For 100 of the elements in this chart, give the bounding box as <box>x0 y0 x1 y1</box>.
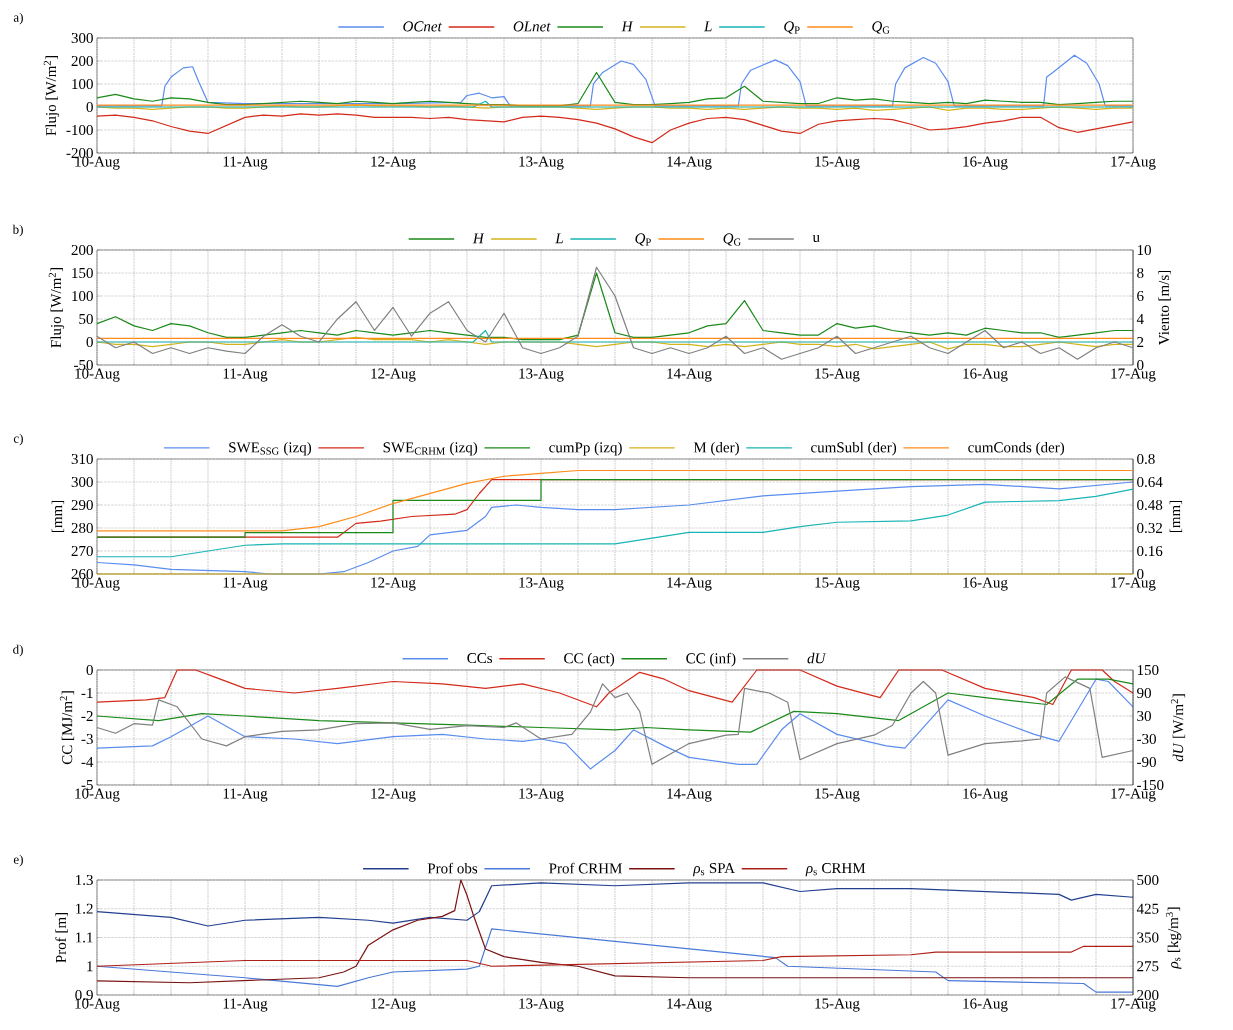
legend-label: M (der) <box>693 441 739 456</box>
y-tick-label: -100 <box>66 124 93 136</box>
legend-label: cumConds (der) <box>968 441 1065 456</box>
x-tick-label: 16-Aug <box>963 998 1008 1012</box>
x-tick-label: 15-Aug <box>815 156 860 170</box>
chart-title: c) <box>13 433 23 446</box>
x-tick-label: 14-Aug <box>667 788 712 802</box>
y-tick-label: -50 <box>74 359 93 371</box>
y-tick-label: 100 <box>72 78 93 90</box>
y2-axis-title: ρ$_{s}$ [kg/m$^{3}$] <box>1165 907 1182 969</box>
y-axis-title: Prof [m] <box>55 913 68 963</box>
y2-axis-title: [mm] <box>1169 500 1183 533</box>
x-tick-label: 10-Aug <box>75 156 120 170</box>
x-tick-label: 17-Aug <box>1111 156 1156 170</box>
legend-label: ρ$_{s}$ SPA <box>692 863 735 877</box>
y2-tick-label: 30 <box>1137 710 1151 722</box>
y-tick-label: 200 <box>71 244 93 256</box>
x-tick-label: 10-Aug <box>75 368 120 382</box>
x-tick-label: 14-Aug <box>667 156 712 170</box>
legend-label: Prof obs <box>427 862 478 874</box>
legend-label: Q$_{P}$ <box>635 233 651 246</box>
y2-tick-label: 10 <box>1137 244 1151 256</box>
y2-tick-label: -30 <box>1137 733 1156 745</box>
y2-tick-label: 4 <box>1136 314 1144 324</box>
x-tick-label: 14-Aug <box>667 998 712 1012</box>
x-tick-label: 16-Aug <box>963 156 1008 170</box>
x-tick-label: 11-Aug <box>223 156 268 170</box>
y-axis-title: [mm] <box>51 500 65 533</box>
x-tick-label: 16-Aug <box>963 788 1008 802</box>
y2-tick-label: 0.32 <box>1137 522 1162 534</box>
y-tick-label: 100 <box>72 290 93 302</box>
x-tick-label: 11-Aug <box>223 577 268 591</box>
y2-tick-label: 0.16 <box>1137 545 1163 557</box>
y-tick-label: 150 <box>72 267 93 279</box>
x-tick-label: 12-Aug <box>371 577 416 591</box>
y2-tick-label: 0.8 <box>1137 453 1155 465</box>
y2-tick-label: 0.64 <box>1137 476 1163 488</box>
x-tick-label: 16-Aug <box>963 577 1008 591</box>
y-tick-label: 310 <box>71 453 93 465</box>
y2-tick-label: 150 <box>1137 664 1159 676</box>
y2-tick-label: 200 <box>1137 989 1159 1001</box>
y-tick-label: -4 <box>81 757 94 767</box>
x-tick-label: 15-Aug <box>815 577 860 591</box>
x-tick-label: 15-Aug <box>815 998 860 1012</box>
x-tick-label: 12-Aug <box>371 156 416 170</box>
y-tick-label: -5 <box>81 780 93 790</box>
y-tick-label: 200 <box>71 55 93 67</box>
x-tick-label: 13-Aug <box>519 368 564 382</box>
y2-axis-title: dU [W/m$^{2}$] <box>1170 694 1186 762</box>
x-tick-label: 17-Aug <box>1111 368 1156 382</box>
x-tick-label: 13-Aug <box>519 788 564 802</box>
y-tick-label: 0.9 <box>75 989 93 1001</box>
y2-tick-label: 8 <box>1137 267 1144 279</box>
chart-title: a) <box>13 12 23 25</box>
y-tick-label: -200 <box>66 147 93 159</box>
legend-label: Q$_{P}$ <box>784 21 800 34</box>
x-tick-label: 11-Aug <box>223 788 268 802</box>
legend-label: dU <box>807 652 827 664</box>
y-tick-label: 0 <box>86 664 93 676</box>
y-tick-label: 1 <box>87 961 93 972</box>
x-tick-label: 15-Aug <box>815 788 860 802</box>
y2-tick-label: 350 <box>1137 932 1159 943</box>
x-tick-label: 16-Aug <box>963 368 1008 382</box>
x-tick-label: 17-Aug <box>1111 788 1156 802</box>
y-tick-label: 0 <box>86 336 93 348</box>
y-tick-label: 280 <box>71 522 93 534</box>
y-tick-label: 300 <box>71 476 93 488</box>
legend-label: SWE$_{SSG}$ (izq) <box>229 441 312 456</box>
y-tick-label: 50 <box>79 313 93 325</box>
chart-title: e) <box>13 854 23 867</box>
y2-axis-title: Viento [m/s] <box>1158 270 1171 345</box>
y-axis-title: Flujo [W/m$^{2}$] <box>43 56 60 136</box>
legend-label: OCnet <box>403 21 443 32</box>
y2-tick-label: 0.48 <box>1137 499 1163 511</box>
x-tick-label: 11-Aug <box>223 998 268 1012</box>
chart-title: b) <box>12 224 23 237</box>
y-tick-label: 1.2 <box>76 903 93 914</box>
x-tick-label: 11-Aug <box>223 368 268 382</box>
x-tick-label: 10-Aug <box>75 577 120 591</box>
legend-label: OLnet <box>513 21 551 32</box>
y2-tick-label: 425 <box>1136 903 1159 914</box>
y-tick-label: 300 <box>71 32 93 44</box>
y-tick-label: 290 <box>71 499 93 511</box>
y-tick-label: 0 <box>86 101 93 113</box>
x-tick-label: 12-Aug <box>371 368 416 382</box>
x-tick-label: 13-Aug <box>519 577 564 591</box>
legend-label: CCs <box>467 653 493 664</box>
y-tick-label: -2 <box>81 711 93 721</box>
y2-tick-label: -90 <box>1137 756 1156 768</box>
y2-tick-label: 0 <box>1137 359 1144 371</box>
x-tick-label: 17-Aug <box>1111 577 1156 591</box>
legend-label: CC (inf) <box>686 652 736 667</box>
legend-label: Prof CRHM <box>549 862 622 874</box>
y2-tick-label: 6 <box>1137 290 1144 302</box>
legend-label: CC (act) <box>564 652 615 667</box>
x-tick-label: 10-Aug <box>75 788 120 802</box>
x-tick-label: 12-Aug <box>371 998 416 1012</box>
x-tick-label: 13-Aug <box>519 156 564 170</box>
y-tick-label: -1 <box>81 688 93 698</box>
y2-tick-label: 275 <box>1137 961 1159 972</box>
